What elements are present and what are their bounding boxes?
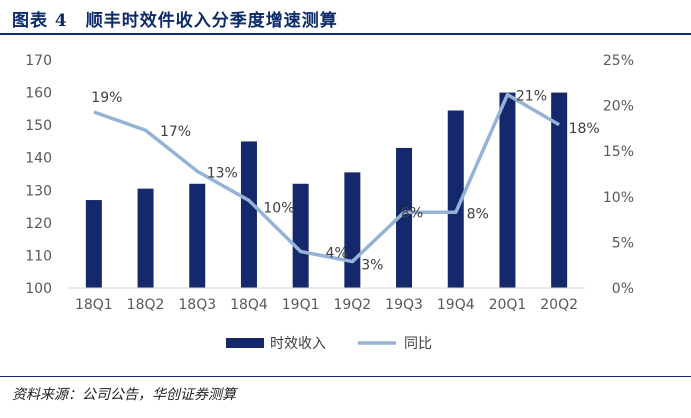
yoy-data-label: 8%	[467, 206, 489, 222]
bar-20q1	[499, 92, 516, 288]
bar-20q2	[551, 92, 568, 288]
y-left-tick-label: 100	[25, 281, 52, 297]
y-left-tick-label: 140	[25, 151, 52, 167]
x-tick-label: 18Q4	[230, 297, 268, 313]
yoy-data-label: 10%	[263, 200, 294, 216]
figure-title: 图表 4 顺丰时效件收入分季度增速测算	[12, 11, 338, 31]
y-left-tick-label: 160	[25, 86, 52, 102]
yoy-data-label: 19%	[91, 90, 122, 106]
y-right-tick-label: 10%	[603, 190, 634, 206]
x-tick-label: 19Q2	[333, 297, 371, 313]
x-tick-label: 19Q1	[282, 297, 320, 313]
y-right-tick-label: 15%	[603, 144, 634, 160]
y-left-tick-label: 130	[25, 183, 52, 199]
x-tick-label: 18Q1	[75, 297, 113, 313]
bar-19q2	[344, 172, 361, 288]
bar-18q4	[240, 141, 257, 288]
bar-19q3	[396, 147, 413, 288]
source-note: 资料来源：公司公告，华创证券测算	[12, 387, 236, 403]
yoy-data-label: 21%	[516, 89, 547, 105]
x-tick-label: 20Q2	[540, 297, 578, 313]
bar-19q4	[447, 110, 464, 288]
y-left-tick-label: 110	[25, 248, 52, 264]
yoy-line	[93, 92, 561, 264]
title-divider	[0, 33, 691, 35]
yoy-data-label: 8%	[401, 205, 423, 221]
y-left-tick-label: 170	[25, 53, 52, 69]
y-left-tick-label: 120	[25, 216, 52, 232]
yoy-data-label: 13%	[207, 165, 238, 181]
legend-label-yoy: 同比	[404, 336, 432, 352]
source-divider	[0, 376, 691, 377]
yoy-data-label: 4%	[326, 246, 348, 262]
x-tick-label: 18Q3	[178, 297, 216, 313]
legend-label-revenue: 时效收入	[270, 336, 326, 352]
x-tick-label: 19Q4	[437, 297, 475, 313]
bar-18q2	[137, 188, 154, 288]
y-left-tick-label: 150	[25, 118, 52, 134]
bar-18q1	[85, 200, 102, 288]
x-tick-label: 20Q1	[489, 297, 527, 313]
legend-swatch-revenue	[226, 338, 264, 348]
figure-title-bar: 图表 4 顺丰时效件收入分季度增速测算	[0, 0, 691, 35]
yoy-data-label: 3%	[361, 258, 383, 274]
yoy-data-label: 18%	[569, 121, 600, 137]
x-tick-label: 19Q3	[385, 297, 423, 313]
yoy-data-label: 17%	[160, 124, 191, 140]
y-right-tick-label: 5%	[612, 235, 634, 251]
y-right-tick-label: 25%	[603, 53, 634, 69]
y-right-tick-label: 20%	[603, 99, 634, 115]
bar-19q1	[292, 183, 309, 288]
bar-18q3	[189, 183, 206, 288]
x-tick-label: 18Q2	[127, 297, 165, 313]
y-right-tick-label: 0%	[612, 281, 634, 297]
